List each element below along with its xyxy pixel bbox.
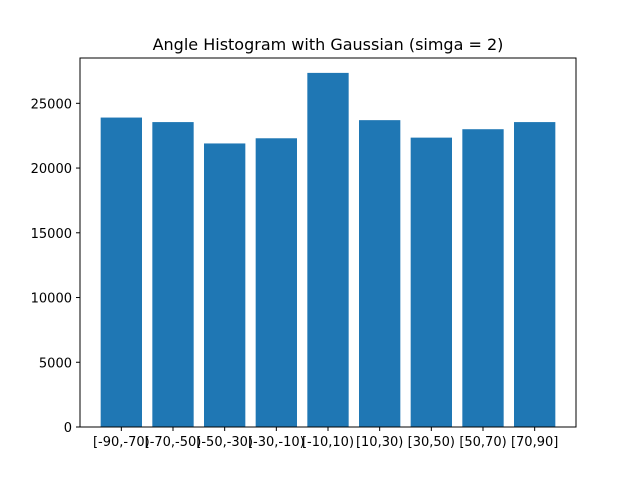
y-tick-label: 0	[64, 421, 72, 436]
bar-2	[204, 143, 246, 427]
bars-group	[100, 72, 556, 428]
x-tick-label: [70,90]	[511, 435, 558, 450]
x-tick-label: [-90,-70)	[93, 435, 150, 450]
y-tick-label: 5000	[39, 356, 72, 371]
plot-frame	[79, 57, 577, 428]
x-tick-label: [-70,-50)	[145, 435, 202, 450]
x-tick-label: [-50,-30)	[196, 435, 253, 450]
x-axis: [-90,-70)[-70,-50)[-50,-30)[-30,-10)[-10…	[93, 427, 558, 450]
y-tick-label: 15000	[31, 227, 72, 242]
y-tick-label: 10000	[31, 292, 72, 307]
bar-7	[462, 129, 504, 428]
bar-6	[410, 137, 452, 427]
y-axis: 0 5000 10000 15000 20000 25000	[31, 97, 80, 436]
bar-4	[307, 72, 349, 428]
x-tick-label: [30,50)	[408, 435, 455, 450]
bar-8	[514, 122, 556, 427]
y-tick-label: 20000	[31, 162, 72, 177]
bar-1	[152, 122, 194, 427]
x-tick-label: [10,30)	[356, 435, 403, 450]
bar-3	[255, 138, 297, 427]
x-tick-label: [50,70)	[459, 435, 506, 450]
bar-0	[100, 117, 142, 427]
x-tick-label: [-30,-10)	[248, 435, 305, 450]
x-tick-label: [-10,10)	[302, 435, 354, 450]
chart-title: Angle Histogram with Gaussian (simga = 2…	[153, 35, 504, 54]
bar-5	[359, 120, 401, 427]
y-tick-label: 25000	[31, 97, 72, 112]
